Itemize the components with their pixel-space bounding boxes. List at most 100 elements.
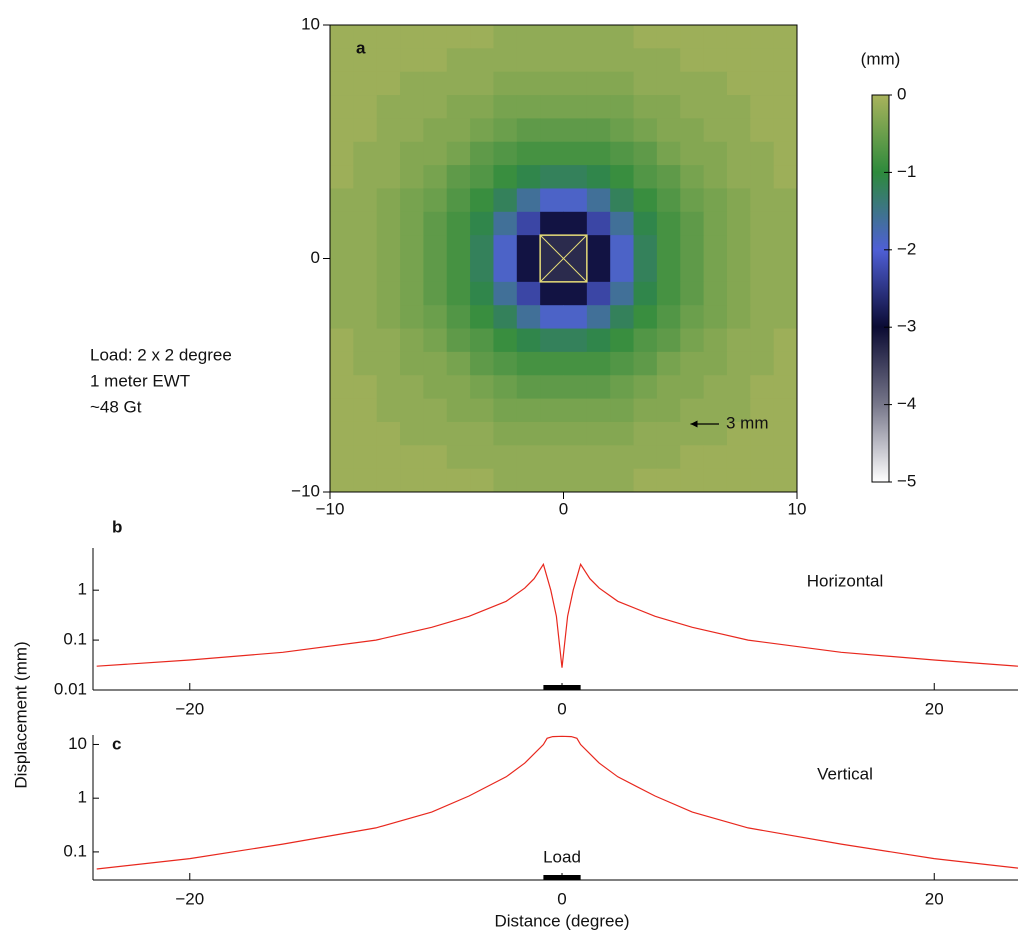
heatmap-cell: [446, 351, 471, 376]
heatmap-cell: [376, 351, 401, 376]
heatmap-cell: [493, 398, 518, 423]
heatmap-cell: [680, 48, 705, 73]
heatmap-cell: [493, 258, 518, 283]
heatmap-cell: [680, 25, 705, 49]
heatmap-cell: [446, 25, 471, 49]
heatmap-cell: [586, 211, 611, 236]
heatmap-cell: [750, 118, 775, 143]
heatmap-cell: [540, 328, 564, 353]
heatmap-cell: [353, 281, 378, 306]
heatmap-cell: [400, 351, 424, 376]
colorbar-tick-label: −3: [897, 317, 916, 336]
heatmap-cell: [446, 281, 471, 306]
heatmap-cell: [656, 48, 681, 73]
heatmap-cell: [633, 71, 658, 96]
y-tick-label: −10: [291, 481, 320, 500]
heatmap-cell: [400, 95, 424, 119]
heatmap-cell: [540, 398, 564, 423]
heatmap-cell: [726, 351, 751, 376]
heatmap-cell: [656, 95, 681, 119]
heatmap-cell: [470, 211, 494, 236]
heatmap-cell: [446, 375, 471, 400]
heatmap-cell: [680, 118, 705, 143]
heatmap-cell: [540, 95, 564, 119]
heatmap-cell: [680, 165, 705, 189]
heatmap-cell: [540, 281, 564, 306]
panel-label: c: [112, 734, 121, 753]
heatmap-cell: [376, 328, 401, 353]
heatmap-cell: [376, 375, 401, 400]
heatmap-cell: [726, 305, 751, 330]
heatmap-cell: [353, 211, 378, 236]
heatmap-cell: [563, 445, 588, 470]
heatmap-cell: [400, 141, 424, 166]
y-tick-label: 1: [78, 788, 87, 807]
heatmap-cell: [726, 25, 751, 49]
x-tick-label: 20: [925, 699, 944, 718]
heatmap-cell: [563, 328, 588, 353]
heatmap-cell: [656, 188, 681, 213]
heatmap-cell: [423, 375, 448, 400]
heatmap-cell: [680, 188, 705, 213]
heatmap-cell: [586, 25, 611, 49]
heatmap-cell: [563, 398, 588, 423]
heatmap-cell: [726, 375, 751, 400]
heatmap-cell: [726, 398, 751, 423]
heatmap-cell: [610, 25, 635, 49]
heatmap-cell: [446, 118, 471, 143]
heatmap-cell: [400, 468, 424, 493]
heatmap-cell: [400, 281, 424, 306]
heatmap-cell: [330, 445, 354, 470]
series-label: Vertical: [817, 764, 873, 783]
heatmap-cell: [586, 328, 611, 353]
heatmap-cell: [423, 445, 448, 470]
heatmap-cell: [750, 165, 775, 189]
heatmap-cell: [400, 421, 424, 446]
heatmap-cell: [446, 258, 471, 283]
heatmap-cell: [680, 141, 705, 166]
heatmap-cell: [516, 421, 541, 446]
heatmap-cell: [773, 445, 798, 470]
heatmap-cell: [470, 351, 494, 376]
heatmap-cell: [773, 351, 798, 376]
heatmap-cell: [773, 95, 798, 119]
y-tick-label: 0.01: [54, 679, 87, 698]
heatmap-cell: [493, 421, 518, 446]
heatmap-cell: [376, 211, 401, 236]
heatmap-cell: [703, 48, 728, 73]
heatmap-cell: [633, 445, 658, 470]
heatmap-cell: [586, 95, 611, 119]
heatmap-cell: [703, 281, 728, 306]
heatmap-cell: [610, 328, 635, 353]
heatmap-cell: [726, 188, 751, 213]
heatmap-cell: [610, 188, 635, 213]
heatmap-cell: [470, 25, 494, 49]
heatmap-cell: [540, 48, 564, 73]
heatmap-cell: [656, 375, 681, 400]
annotation: Load: 2 x 2 degree: [90, 345, 232, 364]
heatmap-cell: [773, 211, 798, 236]
heatmap-cell: [493, 281, 518, 306]
heatmap-cell: [563, 25, 588, 49]
load-box: [539, 234, 588, 283]
heatmap-cell: [330, 351, 354, 376]
heatmap-cell: [540, 188, 564, 213]
heatmap-cell: [516, 235, 541, 259]
heatmap-cell: [563, 118, 588, 143]
heatmap-cell: [540, 211, 564, 236]
heatmap-cell: [470, 48, 494, 73]
heatmap-cell: [726, 71, 751, 96]
x-tick-label: 0: [559, 499, 568, 518]
heatmap-cell: [750, 48, 775, 73]
heatmap-cell: [446, 398, 471, 423]
heatmap-cell: [610, 95, 635, 119]
x-tick-label: 20: [925, 889, 944, 908]
heatmap-cell: [750, 71, 775, 96]
panel-label: a: [356, 38, 366, 57]
heatmap-cell: [773, 48, 798, 73]
heatmap-cell: [353, 445, 378, 470]
heatmap-cell: [353, 351, 378, 376]
heatmap-cell: [773, 118, 798, 143]
heatmap-cell: [773, 375, 798, 400]
heatmap-cell: [633, 165, 658, 189]
